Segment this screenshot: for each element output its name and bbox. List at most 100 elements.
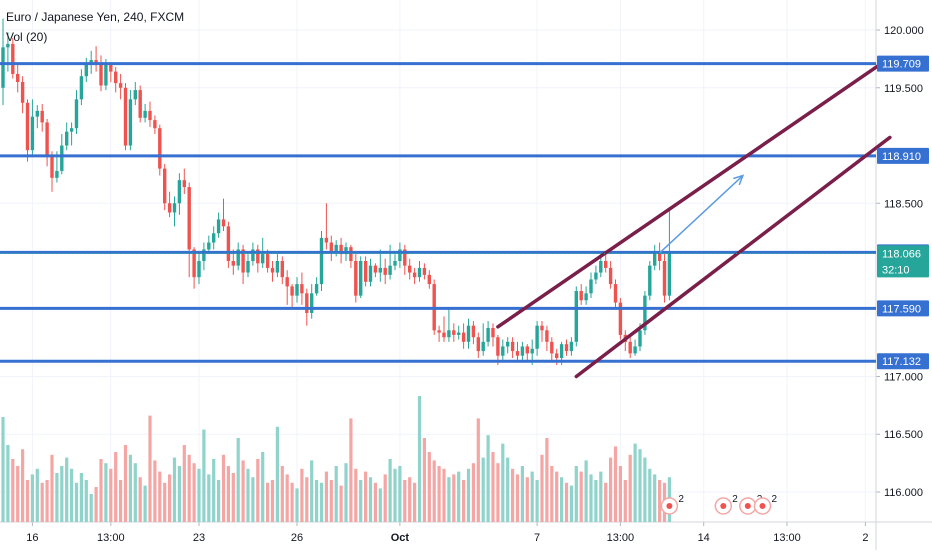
candle-body[interactable]	[197, 261, 201, 278]
candle-body[interactable]	[422, 267, 427, 275]
candle-body[interactable]	[207, 242, 211, 250]
candle-body[interactable]	[613, 284, 618, 303]
candle-body[interactable]	[261, 254, 265, 264]
candle-body[interactable]	[461, 332, 466, 342]
candle-body[interactable]	[246, 261, 250, 273]
candle-body[interactable]	[280, 261, 284, 278]
candle-body[interactable]	[74, 99, 79, 129]
candle-body[interactable]	[403, 249, 407, 266]
candle-body[interactable]	[608, 267, 613, 285]
candle-body[interactable]	[133, 90, 137, 100]
candle-body[interactable]	[177, 180, 182, 204]
candle-body[interactable]	[109, 64, 113, 72]
candle-body[interactable]	[153, 120, 157, 129]
candle-body[interactable]	[412, 272, 417, 278]
candle-body[interactable]	[148, 110, 152, 121]
candle-body[interactable]	[599, 261, 603, 273]
candle-body[interactable]	[363, 261, 368, 282]
candle-body[interactable]	[535, 325, 539, 349]
channel-trendline[interactable]	[574, 135, 892, 379]
candle-body[interactable]	[344, 247, 348, 255]
candle-body[interactable]	[643, 295, 647, 331]
candle-body[interactable]	[442, 332, 446, 338]
candle-body[interactable]	[481, 341, 485, 352]
candle-body[interactable]	[662, 261, 667, 296]
candle-body[interactable]	[486, 327, 490, 342]
candle-body[interactable]	[295, 284, 299, 296]
candle-body[interactable]	[167, 203, 172, 213]
candle-body[interactable]	[349, 247, 353, 261]
candle-body[interactable]	[65, 131, 69, 146]
candle-body[interactable]	[241, 249, 245, 273]
candle-body[interactable]	[471, 325, 476, 338]
candle-body[interactable]	[476, 337, 480, 352]
candle-body[interactable]	[104, 64, 108, 86]
candle-body[interactable]	[555, 353, 559, 359]
candle-body[interactable]	[35, 110, 39, 117]
candle-body[interactable]	[388, 265, 392, 275]
candle-body[interactable]	[510, 341, 515, 352]
candle-body[interactable]	[40, 110, 44, 123]
candle-body[interactable]	[265, 254, 270, 268]
candle-body[interactable]	[383, 267, 387, 275]
candle-body[interactable]	[657, 251, 662, 261]
candle-body[interactable]	[667, 253, 672, 296]
candle-body[interactable]	[275, 261, 280, 273]
candle-body[interactable]	[447, 330, 451, 338]
time-axis[interactable]	[0, 522, 876, 550]
candle-body[interactable]	[334, 244, 338, 252]
candle-body[interactable]	[437, 330, 441, 333]
candle-body[interactable]	[506, 341, 510, 347]
candle-body[interactable]	[226, 226, 231, 261]
candle-body[interactable]	[466, 325, 471, 342]
candle-body[interactable]	[187, 187, 191, 250]
candle-body[interactable]	[525, 346, 529, 354]
candle-body[interactable]	[143, 110, 147, 118]
candle-body[interactable]	[310, 293, 314, 313]
candle-body[interactable]	[545, 330, 549, 342]
candle-body[interactable]	[427, 274, 431, 285]
candle-body[interactable]	[604, 261, 608, 268]
candle-body[interactable]	[50, 157, 54, 178]
candle-body[interactable]	[579, 291, 583, 301]
projection-arrow[interactable]	[659, 174, 744, 254]
candle-body[interactable]	[99, 64, 103, 86]
candle-body[interactable]	[628, 341, 632, 354]
candle-body[interactable]	[324, 237, 329, 243]
candle-body[interactable]	[633, 346, 637, 354]
candle-body[interactable]	[373, 265, 378, 273]
candle-body[interactable]	[368, 265, 373, 282]
candle-body[interactable]	[359, 261, 363, 296]
candle-body[interactable]	[319, 237, 324, 285]
candle-body[interactable]	[305, 293, 309, 313]
candle-body[interactable]	[6, 43, 10, 48]
candle-body[interactable]	[20, 81, 25, 103]
candle-body[interactable]	[618, 302, 623, 335]
candle-body[interactable]	[564, 344, 569, 352]
candle-body[interactable]	[300, 284, 304, 294]
candle-body[interactable]	[648, 265, 652, 296]
candle-body[interactable]	[496, 337, 500, 356]
candle-body[interactable]	[231, 261, 235, 266]
candle-body[interactable]	[270, 267, 275, 273]
candle-body[interactable]	[339, 244, 343, 255]
candle-body[interactable]	[172, 203, 177, 213]
candle-body[interactable]	[84, 64, 88, 77]
candle-body[interactable]	[118, 83, 123, 88]
candle-body[interactable]	[251, 249, 255, 261]
candle-body[interactable]	[491, 327, 495, 338]
candle-body[interactable]	[285, 277, 289, 287]
candle-body[interactable]	[60, 145, 64, 171]
candle-body[interactable]	[202, 249, 206, 261]
candle-body[interactable]	[158, 128, 162, 169]
candle-body[interactable]	[236, 249, 240, 266]
candle-body[interactable]	[1, 47, 5, 88]
candle-body[interactable]	[182, 180, 186, 188]
candle-body[interactable]	[354, 261, 358, 296]
candle-body[interactable]	[69, 128, 74, 132]
candle-body[interactable]	[398, 249, 402, 261]
candle-body[interactable]	[55, 170, 59, 178]
candle-body[interactable]	[378, 267, 382, 273]
candle-body[interactable]	[540, 325, 544, 331]
